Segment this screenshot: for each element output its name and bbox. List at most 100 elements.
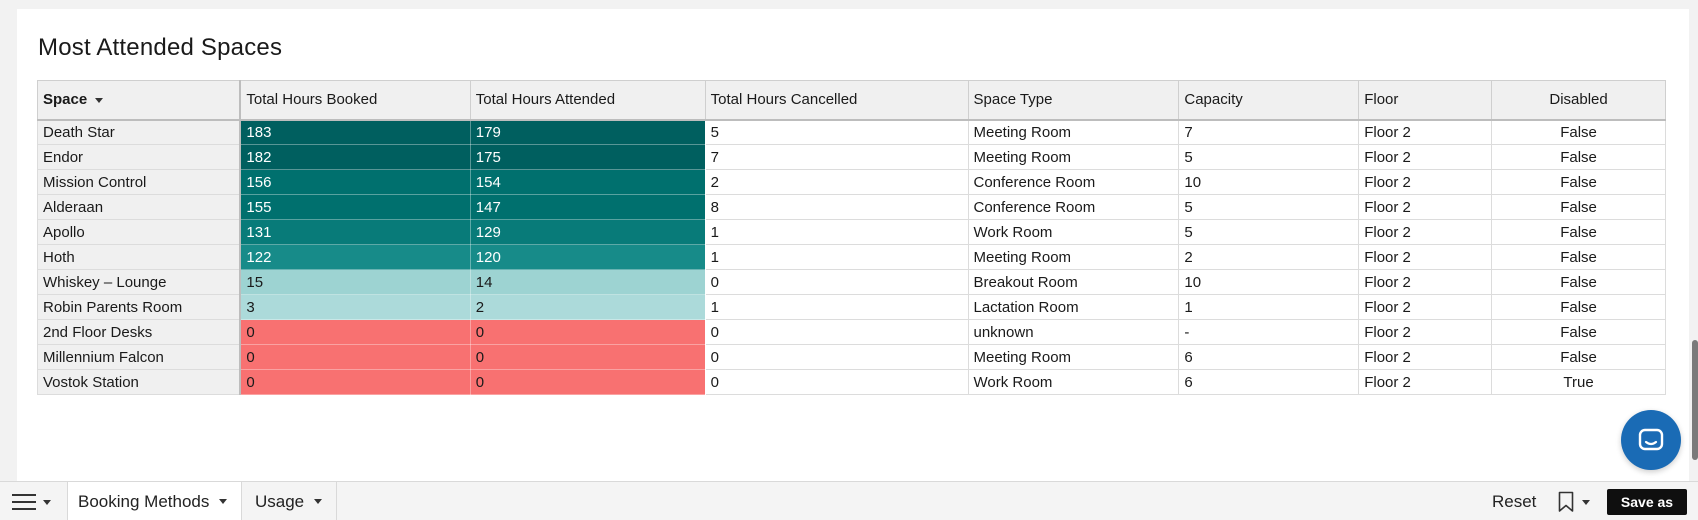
capacity-cell: 5 [1178, 194, 1360, 220]
bottom-toolbar: Booking Methods Usage Reset Save as [0, 481, 1698, 520]
total-hours-booked-cell: 155 [239, 194, 471, 220]
total-hours-booked-cell: 0 [239, 319, 471, 345]
total-hours-booked-cell: 156 [239, 169, 471, 195]
space-type-cell: Conference Room [967, 194, 1180, 220]
chevron-down-icon [43, 499, 51, 505]
space-type-cell: Work Room [967, 219, 1180, 245]
capacity-cell: 6 [1178, 344, 1360, 370]
floor-cell: Floor 2 [1358, 319, 1493, 345]
floor-cell: Floor 2 [1358, 219, 1493, 245]
table-row[interactable]: Endor 182 175 7 Meeting Room 5 Floor 2 False [37, 144, 1666, 170]
space-cell: Mission Control [37, 169, 242, 195]
disabled-cell: False [1491, 294, 1666, 320]
table-row[interactable]: Apollo 131 129 1 Work Room 5 Floor 2 False [37, 219, 1666, 245]
tab-label: Usage [255, 491, 305, 511]
column-header-label: Space [43, 91, 88, 109]
space-cell: 2nd Floor Desks [37, 319, 242, 345]
disabled-cell: False [1491, 219, 1666, 245]
total-hours-attended-cell: 179 [469, 119, 706, 145]
table-row[interactable]: Mission Control 156 154 2 Conference Room 10 F… [37, 169, 1666, 195]
column-header-floor[interactable]: Floor [1358, 80, 1493, 121]
hamburger-icon [12, 494, 36, 510]
total-hours-booked-cell: 122 [239, 244, 471, 270]
total-hours-attended-cell: 14 [469, 269, 706, 295]
tab-label: Booking Methods [78, 491, 210, 511]
space-type-cell: unknown [967, 319, 1180, 345]
chevron-down-icon[interactable] [314, 499, 323, 504]
table-row[interactable]: 2nd Floor Desks 0 0 0 unknown - Floor 2 False [37, 319, 1666, 345]
tab-usage[interactable]: Usage [245, 482, 338, 520]
total-hours-cancelled-cell: 0 [704, 319, 969, 345]
total-hours-attended-cell: 120 [469, 244, 706, 270]
space-cell: Alderaan [37, 194, 242, 220]
space-cell: Endor [37, 144, 242, 170]
floor-cell: Floor 2 [1358, 294, 1493, 320]
floor-cell: Floor 2 [1358, 194, 1493, 220]
total-hours-cancelled-cell: 7 [704, 144, 969, 170]
total-hours-cancelled-cell: 5 [704, 119, 969, 145]
column-header-space[interactable]: Space [37, 80, 242, 121]
total-hours-cancelled-cell: 0 [704, 344, 969, 370]
space-type-cell: Breakout Room [967, 269, 1180, 295]
total-hours-attended-cell: 0 [469, 344, 706, 370]
reset-button[interactable]: Reset [1492, 492, 1537, 511]
bookmark-icon [1558, 491, 1574, 512]
disabled-cell: False [1491, 244, 1666, 270]
space-type-cell: Meeting Room [967, 119, 1180, 145]
column-header-total-hours-attended[interactable]: Total Hours Attended [469, 80, 706, 121]
space-type-cell: Lactation Room [967, 294, 1180, 320]
table-row[interactable]: Whiskey – Lounge 15 14 0 Breakout Room 10 Floo… [37, 269, 1666, 295]
floor-cell: Floor 2 [1358, 369, 1493, 395]
column-header-disabled[interactable]: Disabled [1491, 80, 1666, 121]
capacity-cell: 2 [1178, 244, 1360, 270]
capacity-cell: 10 [1178, 269, 1360, 295]
space-type-cell: Work Room [967, 369, 1180, 395]
sort-desc-icon[interactable] [95, 97, 104, 103]
chevron-down-icon[interactable] [219, 499, 228, 504]
table-row[interactable]: Millennium Falcon 0 0 0 Meeting Room 6 Floor 2… [37, 344, 1666, 370]
floor-cell: Floor 2 [1358, 119, 1493, 145]
bookmark-button[interactable] [1558, 491, 1590, 513]
total-hours-cancelled-cell: 0 [704, 369, 969, 395]
space-type-cell: Meeting Room [967, 344, 1180, 370]
menu-button[interactable] [12, 491, 54, 513]
total-hours-attended-cell: 154 [469, 169, 706, 195]
space-type-cell: Meeting Room [967, 244, 1180, 270]
total-hours-booked-cell: 131 [239, 219, 471, 245]
page-scrollbar[interactable] [1692, 340, 1698, 460]
column-header-space-type[interactable]: Space Type [967, 80, 1180, 121]
disabled-cell: False [1491, 319, 1666, 345]
total-hours-attended-cell: 2 [469, 294, 706, 320]
disabled-cell: False [1491, 119, 1666, 145]
column-header-total-hours-booked[interactable]: Total Hours Booked [239, 80, 471, 121]
disabled-cell: False [1491, 194, 1666, 220]
chat-button[interactable] [1621, 410, 1681, 470]
table-row[interactable]: Vostok Station 0 0 0 Work Room 6 Floor 2 True [37, 369, 1666, 395]
space-cell: Vostok Station [37, 369, 242, 395]
table-row[interactable]: Alderaan 155 147 8 Conference Room 5 Floor 2 Fa… [37, 194, 1666, 220]
total-hours-cancelled-cell: 1 [704, 244, 969, 270]
capacity-cell: - [1178, 319, 1360, 345]
space-cell: Apollo [37, 219, 242, 245]
space-cell: Robin Parents Room [37, 294, 242, 320]
capacity-cell: 10 [1178, 169, 1360, 195]
space-cell: Death Star [37, 119, 242, 145]
save-as-button[interactable]: Save as [1607, 489, 1687, 515]
column-header-total-hours-cancelled[interactable]: Total Hours Cancelled [704, 80, 969, 121]
space-cell: Whiskey – Lounge [37, 269, 242, 295]
capacity-cell: 7 [1178, 119, 1360, 145]
page-title: Most Attended Spaces [38, 34, 283, 61]
column-header-capacity[interactable]: Capacity [1178, 80, 1360, 121]
table-row[interactable]: Death Star 183 179 5 Meeting Room 7 Floor 2 Fal… [37, 119, 1666, 145]
table-row[interactable]: Robin Parents Room 3 2 1 Lactation Room 1 Floo… [37, 294, 1666, 320]
space-type-cell: Meeting Room [967, 144, 1180, 170]
floor-cell: Floor 2 [1358, 344, 1493, 370]
table-row[interactable]: Hoth 122 120 1 Meeting Room 2 Floor 2 False [37, 244, 1666, 270]
capacity-cell: 1 [1178, 294, 1360, 320]
total-hours-attended-cell: 0 [469, 369, 706, 395]
space-cell: Hoth [37, 244, 242, 270]
total-hours-cancelled-cell: 1 [704, 219, 969, 245]
total-hours-cancelled-cell: 0 [704, 269, 969, 295]
total-hours-cancelled-cell: 8 [704, 194, 969, 220]
tab-booking-methods[interactable]: Booking Methods [67, 482, 243, 520]
